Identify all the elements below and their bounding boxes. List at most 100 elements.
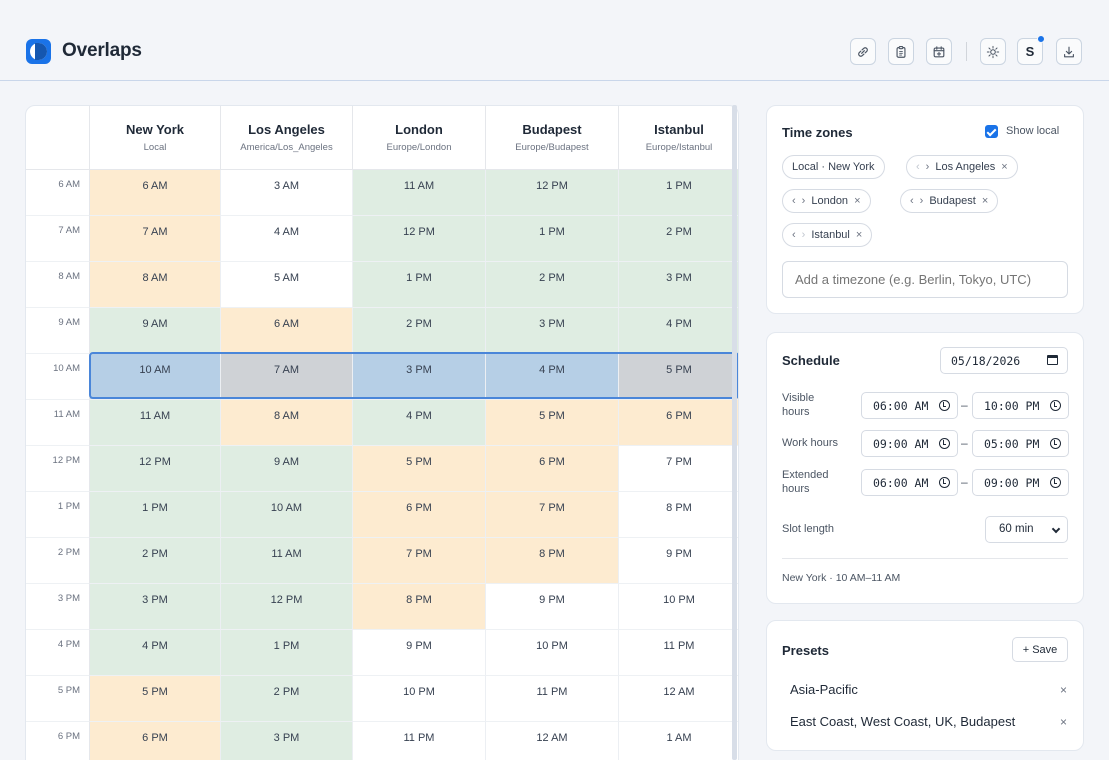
time-slot-cell[interactable]: 8 AM	[221, 400, 353, 446]
time-slot-cell[interactable]: 4 AM	[221, 216, 353, 262]
work-to-field[interactable]: 05:00 PM	[972, 430, 1069, 457]
timezone-chip-istanbul[interactable]: ‹ › Istanbul ×	[782, 223, 873, 247]
time-slot-cell[interactable]: 12 PM	[221, 584, 353, 630]
time-slot-cell[interactable]: 6 PM	[353, 492, 486, 538]
time-slot-cell[interactable]: 2 PM	[619, 216, 738, 262]
time-slot-cell[interactable]: 10 PM	[486, 630, 619, 676]
time-slot-cell[interactable]: 11 PM	[353, 722, 486, 760]
time-slot-cell[interactable]: 6 PM	[486, 446, 619, 492]
time-slot-cell[interactable]: 4 PM	[619, 308, 738, 354]
timezone-chip-london[interactable]: ‹ › London ×	[782, 189, 871, 213]
time-slot-cell[interactable]: 8 PM	[486, 538, 619, 584]
time-slot-cell[interactable]: 12 PM	[353, 216, 486, 262]
time-slot-cell[interactable]: 9 PM	[486, 584, 619, 630]
time-slot-cell[interactable]: 12 PM	[90, 446, 221, 492]
clock-icon[interactable]	[939, 400, 950, 411]
time-slot-cell[interactable]: 9 AM	[90, 308, 221, 354]
time-slot-cell[interactable]: 10 PM	[353, 676, 486, 722]
remove-icon[interactable]: ×	[854, 195, 861, 207]
clock-icon[interactable]	[1050, 400, 1061, 411]
time-slot-cell[interactable]: 7 AM	[221, 354, 353, 400]
time-slot-cell[interactable]: 1 AM	[619, 722, 738, 760]
time-slot-cell[interactable]: 9 PM	[353, 630, 486, 676]
time-slot-cell[interactable]: 11 AM	[221, 538, 353, 584]
time-slot-cell[interactable]: 5 AM	[221, 262, 353, 308]
clock-icon[interactable]	[939, 477, 950, 488]
remove-preset-icon[interactable]: ×	[1060, 683, 1068, 697]
time-slot-cell[interactable]: 10 AM	[221, 492, 353, 538]
time-slot-cell[interactable]: 7 AM	[90, 216, 221, 262]
account-button[interactable]: S	[1017, 35, 1045, 65]
save-preset-button[interactable]: + Save	[1012, 637, 1068, 662]
add-calendar-button[interactable]	[926, 38, 952, 65]
time-slot-cell[interactable]: 1 PM	[90, 492, 221, 538]
time-slot-cell[interactable]: 5 PM	[619, 354, 738, 400]
time-slot-cell[interactable]: 2 PM	[90, 538, 221, 584]
time-slot-cell[interactable]: 4 PM	[486, 354, 619, 400]
extended-to-field[interactable]: 09:00 PM	[972, 469, 1069, 496]
move-left-icon[interactable]: ‹	[910, 195, 914, 207]
remove-icon[interactable]: ×	[1001, 161, 1008, 173]
clock-icon[interactable]	[939, 438, 950, 449]
remove-icon[interactable]: ×	[855, 229, 863, 241]
time-slot-cell[interactable]: 8 PM	[353, 584, 486, 630]
time-slot-cell[interactable]: 6 AM	[221, 308, 353, 354]
calendar-icon[interactable]	[1047, 355, 1058, 365]
time-slot-cell[interactable]: 7 PM	[619, 446, 738, 492]
time-slot-cell[interactable]: 2 PM	[221, 676, 353, 722]
time-slot-cell[interactable]: 10 AM	[90, 354, 221, 400]
time-slot-cell[interactable]: 9 PM	[619, 538, 738, 584]
time-slot-cell[interactable]: 10 PM	[619, 584, 738, 630]
date-picker[interactable]: 05/18/2026	[940, 347, 1068, 374]
time-slot-cell[interactable]: 1 PM	[486, 216, 619, 262]
theme-toggle-button[interactable]	[980, 38, 1006, 65]
extended-from-field[interactable]: 06:00 AM	[861, 469, 958, 496]
visible-to-field[interactable]: 10:00 PM	[972, 392, 1069, 419]
download-button[interactable]	[1056, 38, 1082, 65]
time-slot-cell[interactable]: 3 PM	[353, 354, 486, 400]
time-slot-cell[interactable]: 3 PM	[221, 722, 353, 760]
time-slot-cell[interactable]: 12 AM	[619, 676, 738, 722]
remove-icon[interactable]: ×	[981, 195, 989, 207]
show-local-checkbox[interactable]	[985, 125, 998, 138]
clock-icon[interactable]	[1050, 477, 1061, 488]
clock-icon[interactable]	[1050, 438, 1061, 449]
time-slot-cell[interactable]: 4 PM	[90, 630, 221, 676]
grid-scrollbar[interactable]	[732, 105, 737, 760]
time-slot-cell[interactable]: 11 PM	[486, 676, 619, 722]
show-local-label[interactable]: Show local	[1006, 125, 1060, 137]
time-slot-cell[interactable]: 3 AM	[221, 170, 353, 216]
move-right-icon[interactable]: ›	[801, 195, 806, 207]
time-slot-cell[interactable]: 3 PM	[619, 262, 738, 308]
time-slot-cell[interactable]: 7 PM	[486, 492, 619, 538]
remove-preset-icon[interactable]: ×	[1060, 715, 1068, 729]
time-slot-cell[interactable]: 8 AM	[90, 262, 221, 308]
time-slot-cell[interactable]: 1 PM	[353, 262, 486, 308]
time-slot-cell[interactable]: 3 PM	[486, 308, 619, 354]
time-slot-cell[interactable]: 6 PM	[90, 722, 221, 760]
move-left-icon[interactable]: ‹	[792, 229, 796, 241]
time-slot-cell[interactable]: 11 AM	[90, 400, 221, 446]
time-slot-cell[interactable]: 5 PM	[486, 400, 619, 446]
time-slot-cell[interactable]: 1 PM	[221, 630, 353, 676]
time-slot-cell[interactable]: 2 PM	[486, 262, 619, 308]
time-slot-cell[interactable]: 12 AM	[486, 722, 619, 760]
add-timezone-input[interactable]	[782, 261, 1068, 298]
time-slot-cell[interactable]: 2 PM	[353, 308, 486, 354]
slot-length-select[interactable]: 60 min	[985, 516, 1068, 543]
time-slot-cell[interactable]: 5 PM	[353, 446, 486, 492]
time-slot-cell[interactable]: 11 AM	[353, 170, 486, 216]
time-slot-cell[interactable]: 6 PM	[619, 400, 738, 446]
work-from-field[interactable]: 09:00 AM	[861, 430, 958, 457]
timezone-chip-budapest[interactable]: ‹ › Budapest ×	[900, 189, 999, 213]
preset-item[interactable]: Asia-Pacific	[790, 682, 858, 697]
move-right-icon[interactable]: ›	[919, 195, 924, 207]
preset-item[interactable]: East Coast, West Coast, UK, Budapest	[790, 714, 1016, 729]
time-slot-cell[interactable]: 6 AM	[90, 170, 221, 216]
visible-from-field[interactable]: 06:00 AM	[861, 392, 958, 419]
time-slot-cell[interactable]: 4 PM	[353, 400, 486, 446]
time-slot-cell[interactable]: 5 PM	[90, 676, 221, 722]
time-slot-cell[interactable]: 12 PM	[486, 170, 619, 216]
copy-link-button[interactable]	[850, 38, 876, 65]
time-slot-cell[interactable]: 1 PM	[619, 170, 738, 216]
